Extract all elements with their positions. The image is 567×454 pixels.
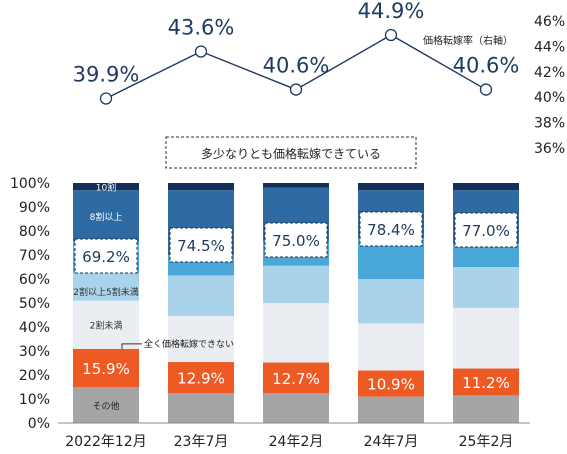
- left-tick-label: 10%: [19, 392, 50, 408]
- left-tick-label: 100%: [10, 176, 50, 192]
- bar-segment: [263, 183, 329, 188]
- left-tick-label: 20%: [19, 368, 50, 384]
- bar-segment: [73, 273, 139, 301]
- annotation: 多少なりとも価格転嫁できている: [165, 136, 417, 169]
- bar-segment: [358, 279, 424, 324]
- left-tick-label: 70%: [19, 248, 50, 264]
- x-tick-label: 24年7月: [364, 434, 419, 450]
- bar-segment: [453, 368, 519, 396]
- callout-box: [264, 222, 328, 258]
- left-tick-label: 60%: [19, 272, 50, 288]
- callout-box: [74, 238, 138, 274]
- callout-boxes: 69.2% 74.5% 75.0% 78.4% 77.0%: [74, 211, 518, 274]
- line-value-label: 44.9%: [358, 0, 425, 23]
- bar-segment: [453, 267, 519, 308]
- line-series: 39.9% 43.6% 40.6% 44.9% 40.6% 価格転嫁率（右軸）: [73, 0, 520, 105]
- bar-segment: [168, 275, 234, 317]
- bar-segment: [358, 370, 424, 397]
- segment-category-label: その他: [92, 400, 119, 412]
- line-value-label: 39.9%: [73, 62, 140, 86]
- bar-segment: [263, 393, 329, 423]
- bar-segment: [73, 183, 139, 191]
- line-point: [479, 83, 493, 96]
- callout-box: [359, 211, 423, 247]
- right-tick-label: 40%: [534, 90, 565, 106]
- bar-segment: [263, 362, 329, 393]
- right-axis: 36% 38% 40% 42% 44% 46%: [534, 14, 565, 157]
- callout-value: 74.5%: [177, 237, 225, 255]
- left-axis: 0% 10% 20% 30% 40% 50% 60% 70% 80% 90% 100%: [10, 176, 50, 432]
- callout-box: [454, 212, 518, 248]
- line-value-label: 40.6%: [263, 54, 330, 78]
- segment-category-label: 8割以上: [90, 211, 123, 223]
- x-tick-label: 25年2月: [459, 434, 514, 450]
- orange-value-label: 15.9%: [82, 360, 130, 378]
- line-point: [384, 28, 398, 42]
- left-tick-label: 90%: [19, 200, 50, 216]
- bar-segment: [358, 183, 424, 191]
- callout-value: 78.4%: [367, 221, 415, 239]
- left-tick-label: 80%: [19, 224, 50, 240]
- bar-segment: [358, 323, 424, 371]
- segment-category-label: 2割未満: [90, 320, 123, 332]
- line-point: [289, 83, 303, 96]
- right-tick-label: 44%: [534, 39, 565, 55]
- bar-segment: [168, 362, 234, 393]
- line-value-label: 40.6%: [453, 54, 520, 78]
- callout-value: 69.2%: [82, 248, 130, 266]
- left-tick-label: 50%: [19, 296, 50, 312]
- orange-value-label: 12.7%: [272, 370, 320, 388]
- line-value-label: 43.6%: [168, 15, 235, 39]
- right-tick-label: 36%: [534, 141, 565, 157]
- bar-segment: [358, 396, 424, 423]
- callout-value: 75.0%: [272, 232, 320, 250]
- segment-category-label: 全く価格転嫁できない: [144, 338, 234, 350]
- bar-segment: [73, 300, 139, 349]
- bar-segment: [453, 395, 519, 423]
- annotation-text: 多少なりとも価格転嫁できている: [201, 146, 381, 161]
- right-tick-label: 46%: [534, 14, 565, 30]
- bar-segment: [168, 393, 234, 423]
- bar-segment: [453, 183, 519, 191]
- orange-value-label: 10.9%: [367, 376, 415, 394]
- left-tick-label: 0%: [28, 416, 50, 432]
- bar-segment: [168, 316, 234, 363]
- line-point: [194, 45, 208, 58]
- callout-box: [169, 227, 233, 263]
- right-tick-label: 42%: [534, 65, 565, 81]
- leader-line: [121, 343, 142, 349]
- x-tick-label: 2022年12月: [65, 434, 146, 450]
- left-tick-label: 40%: [19, 320, 50, 336]
- bar-segment: [168, 183, 234, 191]
- line-legend-label: 価格転嫁率（右軸）: [423, 34, 513, 47]
- segment-category-label: 10割: [96, 182, 116, 194]
- bar-segment: [263, 265, 329, 303]
- bar-segment: [263, 303, 329, 363]
- bar-segment: [73, 190, 139, 242]
- bar-segment: [453, 307, 519, 369]
- annotation-box: [165, 136, 417, 169]
- bar-segment: [73, 387, 139, 423]
- x-axis: 2022年12月 23年7月 24年2月 24年7月 25年2月: [58, 422, 530, 450]
- x-tick-label: 23年7月: [174, 434, 229, 450]
- right-tick-label: 38%: [534, 116, 565, 132]
- orange-value-label: 12.9%: [177, 370, 225, 388]
- callout-value: 77.0%: [462, 222, 510, 240]
- bar-segment: [73, 348, 139, 387]
- orange-value-label: 11.2%: [462, 374, 510, 392]
- line-point: [99, 92, 113, 105]
- left-tick-label: 30%: [19, 344, 50, 360]
- x-tick-label: 24年2月: [269, 434, 324, 450]
- segment-category-label: 2割以上5割未満: [73, 286, 138, 298]
